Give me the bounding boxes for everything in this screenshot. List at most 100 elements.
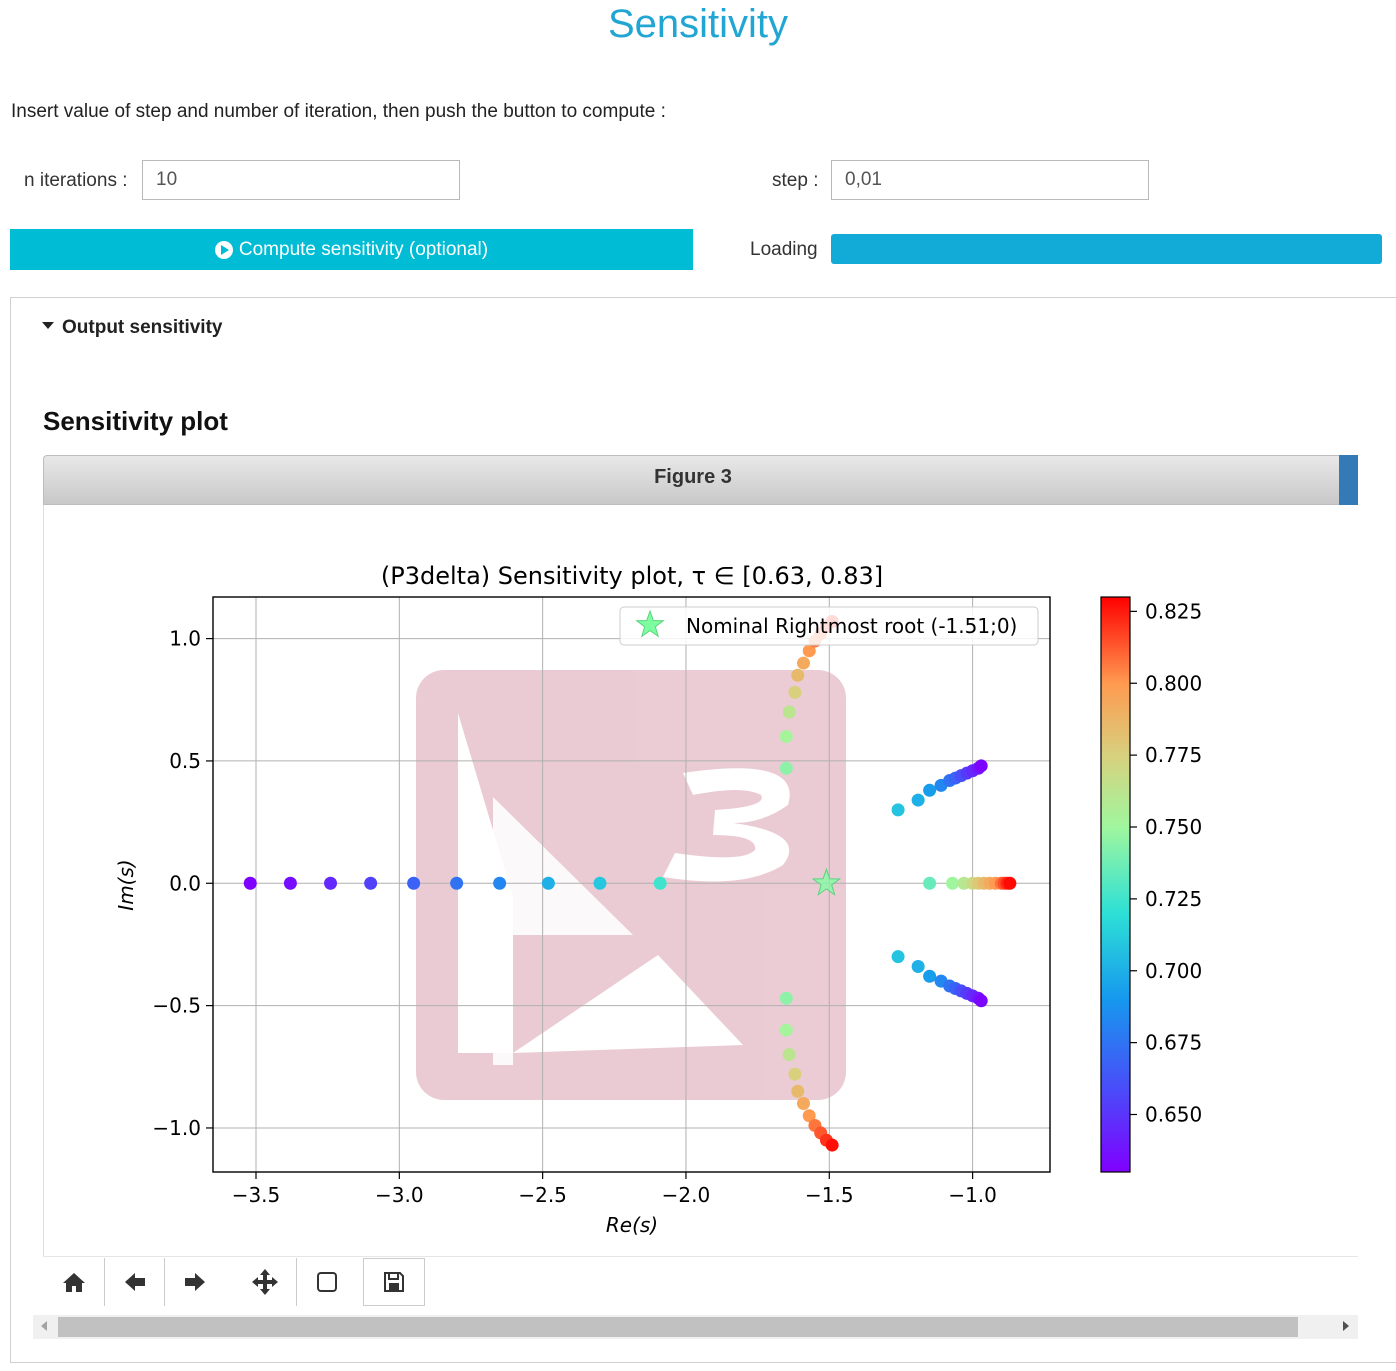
x-axis-label: Re(s) [606,1213,658,1237]
y-tick-label: 1.0 [169,627,201,651]
chart-title: (P3delta) Sensitivity plot, τ ∈ [0.63, 0… [381,562,883,590]
compute-button-label: Compute sensitivity (optional) [238,238,489,260]
x-tick-label: −1.5 [805,1183,854,1207]
page-title: Sensitivity [607,2,789,46]
loading-label: Loading [750,239,818,260]
data-point [493,876,507,890]
x-tick-label: −2.5 [518,1183,567,1207]
instructions-text: Insert value of step and number of itera… [11,101,666,122]
pan-button[interactable] [233,1258,297,1306]
data-point [946,876,960,890]
data-point [923,783,937,797]
data-point [283,876,297,890]
axes-frame [212,596,1051,1173]
colorbar-tick-label: 0.725 [1145,887,1202,911]
x-tick-label: −3.5 [232,1183,281,1207]
compute-sensitivity-button[interactable]: Compute sensitivity (optional) [10,229,693,270]
y-tick-label: 0.5 [169,749,201,773]
output-panel [10,297,1396,1363]
data-point [974,994,988,1008]
plot-heading: Sensitivity plot [43,406,228,436]
data-point [779,761,793,775]
save-button[interactable] [363,1258,425,1306]
data-point [541,876,555,890]
save-icon [384,1272,404,1292]
data-point [782,1048,796,1062]
data-point [891,950,905,964]
output-toggle-label: Output sensitivity [62,317,223,338]
colorbar: 0.825 0.800 0.775 0.750 0.725 0.700 0.675 0.650 [1100,596,1202,1173]
colorbar-tick-label: 0.675 [1145,1031,1202,1055]
scrollbar-thumb[interactable] [58,1317,1298,1337]
data-point [1003,876,1017,890]
data-point [923,969,937,983]
n-iterations-label: n iterations : [24,170,128,191]
plot-points [243,614,1017,1152]
colorbar-tick-label: 0.650 [1145,1103,1202,1127]
back-arrow-icon [124,1273,145,1291]
x-tick-label: −3.0 [375,1183,424,1207]
toolbar-divider [43,1256,1358,1257]
data-point [974,759,988,773]
zoom-rect-icon [316,1272,337,1292]
sensitivity-plot[interactable]: −3.5 −3.0 −2.5 −2.0 −1.5 −1.0 1.0 0.5 0.0 −0.5 −1.… [43,505,1358,1256]
y-tick-label: −0.5 [152,994,201,1018]
data-point [923,876,937,890]
figure-header [43,455,1358,505]
chart-legend: Nominal Rightmost root (-1.51;0) [619,606,1039,646]
data-point [779,991,793,1005]
forward-button[interactable] [165,1258,225,1306]
loading-progress-bar [831,234,1382,264]
data-point [891,803,905,817]
data-point [450,876,464,890]
colorbar-tick-label: 0.800 [1145,671,1202,695]
figure-close-button[interactable] [1339,455,1358,505]
logo-watermark [416,670,846,1100]
home-icon [62,1273,85,1292]
y-tick-label: −1.0 [152,1116,201,1140]
data-point [779,729,793,743]
data-point [782,705,796,719]
home-button[interactable] [43,1258,105,1306]
data-point [796,1096,810,1110]
legend-entry: Nominal Rightmost root (-1.51;0) [686,614,1017,638]
data-point [243,876,257,890]
zoom-rect-button[interactable] [297,1258,356,1306]
data-point [324,876,338,890]
colorbar-tick-label: 0.700 [1145,959,1202,983]
back-button[interactable] [105,1258,165,1306]
data-point [911,793,925,807]
data-point [788,1067,802,1081]
scroll-left-arrow-icon[interactable] [41,1321,47,1331]
pan-icon [251,1269,278,1295]
data-point [802,1109,816,1123]
data-point [791,1084,805,1098]
data-point [791,668,805,682]
step-label: step : [772,170,819,191]
axis-ticks: −3.5 −3.0 −2.5 −2.0 −1.5 −1.0 1.0 0.5 0.0 −0.5 −1.… [152,627,996,1207]
figure-title: Figure 3 [654,466,732,488]
data-point [364,876,378,890]
y-tick-label: 0.0 [169,871,201,895]
colorbar-tick-label: 0.825 [1145,599,1202,623]
n-iterations-input[interactable]: 10 [142,160,460,200]
y-axis-label: Im(s) [114,859,138,910]
data-point [593,876,607,890]
data-point [407,876,421,890]
nominal-root-star [811,867,842,896]
play-circle-icon [214,240,233,259]
data-point [911,959,925,973]
scroll-right-arrow-icon[interactable] [1343,1321,1349,1331]
data-point [788,685,802,699]
data-point [779,1023,793,1037]
output-sensitivity-toggle[interactable]: Output sensitivity [42,317,222,339]
data-point [653,876,667,890]
x-tick-label: −1.0 [948,1183,997,1207]
x-tick-label: −2.0 [662,1183,711,1207]
data-point [802,644,816,658]
legend-star-icon [635,609,665,638]
data-point [796,656,810,670]
forward-arrow-icon [185,1273,205,1291]
caret-down-icon [42,322,54,330]
step-input[interactable]: 0,01 [831,160,1149,200]
